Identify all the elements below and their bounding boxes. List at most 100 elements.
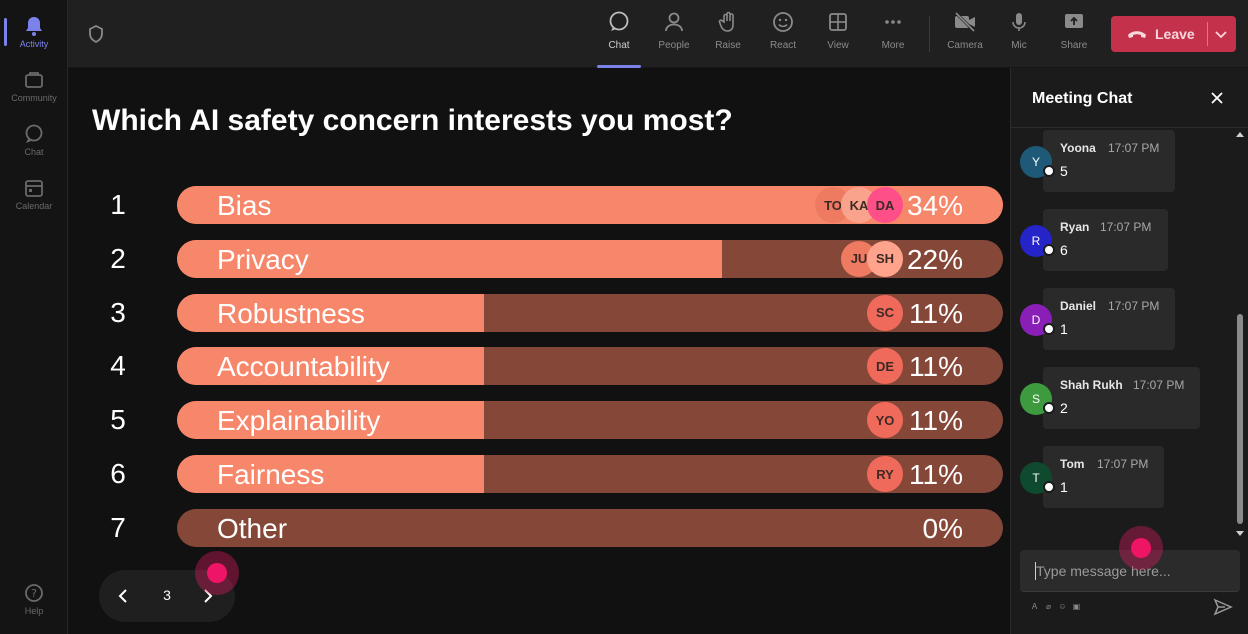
more-icon [881, 10, 905, 34]
poll-option-row: 4 Accountability DE 11% [68, 347, 1010, 386]
toolbar-more-button[interactable]: More [869, 10, 917, 60]
presence-status-icon [1043, 481, 1055, 493]
voter-avatars: SC [177, 294, 1003, 331]
rail-item-community[interactable]: Community [0, 62, 68, 110]
svg-text:?: ? [31, 587, 37, 600]
people-icon [662, 10, 686, 34]
poll-option-row: 5 Explainability YO 11% [68, 401, 1010, 440]
avatar[interactable]: Y [1020, 146, 1052, 178]
meeting-toolbar: Chat People Raise React View [68, 0, 1248, 68]
toolbar-chat-label: Chat [608, 40, 630, 51]
leave-label: Leave [1155, 26, 1195, 42]
chevron-left-icon[interactable] [111, 584, 135, 608]
voter-avatar: DE [867, 348, 903, 385]
emoji-icon[interactable]: ☺ [1058, 602, 1067, 611]
scroll-down-icon[interactable] [1236, 531, 1244, 536]
chevron-down-icon[interactable] [1213, 26, 1229, 42]
message-text: 1 [1060, 479, 1068, 495]
poll-option-label: Accountability [217, 351, 390, 383]
rail-item-calendar[interactable]: Calendar [0, 170, 68, 218]
grid-icon [826, 10, 850, 34]
smile-icon [771, 10, 795, 34]
text-caret [1035, 562, 1036, 580]
sender-name: Shah Rukh [1060, 378, 1123, 392]
chat-message: Daniel 17:07 PM 1 D [1011, 288, 1233, 350]
gif-icon[interactable]: ▣ [1072, 602, 1081, 611]
scroll-up-icon[interactable] [1236, 132, 1244, 137]
poll-option-bar: Fairness RY 11% [177, 455, 1003, 493]
chat-scrollbar[interactable] [1233, 128, 1247, 542]
toolbar-people-button[interactable]: People [650, 10, 698, 60]
hand-icon [716, 10, 740, 34]
chat-message: Tom 17:07 PM 1 T [1011, 446, 1233, 508]
message-bubble: Shah Rukh 17:07 PM 2 [1043, 367, 1200, 429]
page-number: 3 [163, 587, 171, 603]
message-text: 6 [1060, 242, 1068, 258]
sender-name: Tom [1060, 457, 1085, 471]
close-icon[interactable] [1207, 88, 1227, 108]
message-time: 17:07 PM [1097, 457, 1149, 471]
message-time: 17:07 PM [1108, 141, 1160, 155]
poll-option-number: 6 [110, 458, 126, 489]
scroll-thumb[interactable] [1237, 314, 1243, 524]
bell-icon [23, 15, 45, 37]
poll-option-number: 5 [110, 404, 126, 436]
poll-option-label: Explainability [217, 405, 381, 437]
rail-item-activity[interactable]: Activity [0, 8, 68, 56]
message-bubble: Yoona 17:07 PM 5 [1043, 130, 1175, 192]
toolbar-camera-label: Camera [947, 40, 983, 51]
toolbar-chat-button[interactable]: Chat [595, 10, 643, 68]
help-icon: ? [23, 582, 45, 604]
rail-item-chat[interactable]: Chat [0, 116, 68, 164]
send-icon[interactable] [1213, 598, 1235, 618]
poll-option-number: 2 [110, 242, 126, 274]
poll-stage: Which AI safety concern interests you mo… [68, 68, 1010, 634]
poll-option-percent: 11% [909, 459, 963, 490]
poll-option-fill [177, 347, 484, 386]
poll-option-number: 7 [110, 511, 126, 543]
leave-button[interactable]: Leave [1111, 16, 1236, 52]
voter-avatar: SH [867, 240, 903, 277]
format-icon[interactable]: A [1031, 602, 1038, 611]
toolbar-react-button[interactable]: React [759, 10, 807, 60]
message-bubble: Ryan 17:07 PM 6 [1043, 209, 1168, 271]
shield-icon[interactable] [86, 24, 106, 44]
message-text: 1 [1060, 321, 1068, 337]
poll-option-percent: 22% [906, 243, 963, 275]
presence-status-icon [1043, 244, 1055, 256]
rail-item-help[interactable]: ? Help [0, 575, 68, 623]
toolbar-share-label: Share [1060, 40, 1088, 51]
poll-option-label: Bias [217, 190, 272, 221]
rail-item-label: Calendar [15, 201, 53, 211]
rail-item-label: Community [11, 93, 57, 103]
poll-option-row: 1 Bias TO KA DA 34% [68, 186, 1010, 224]
toolbar-view-button[interactable]: View [814, 10, 862, 60]
sender-name: Ryan [1060, 220, 1090, 234]
phone-hangup-icon [1127, 28, 1147, 40]
toolbar-share-button[interactable]: Share [1050, 10, 1098, 60]
poll-option-row: 2 Privacy JU SH 22% [68, 239, 1010, 278]
compose-tools: A ⌀ ☺ ▣ [1030, 602, 1081, 614]
presence-status-icon [1043, 402, 1055, 414]
camera-off-icon [953, 10, 977, 34]
poll-option-fill [177, 401, 484, 440]
toolbar-raise-button[interactable]: Raise [704, 10, 752, 60]
poll-option-fill [177, 293, 484, 332]
chat-header: Meeting Chat [1011, 68, 1248, 128]
poll-option-row: 6 Fairness RY 11% [68, 455, 1010, 493]
sender-name: Yoona [1060, 141, 1096, 155]
poll-option-percent: 11% [909, 405, 963, 437]
mic-icon [1007, 10, 1031, 34]
sender-name: Daniel [1060, 299, 1097, 313]
toolbar-camera-button[interactable]: Camera [941, 10, 989, 60]
message-bubble: Daniel 17:07 PM 1 [1043, 288, 1175, 350]
poll-option-bar: Bias TO KA DA 34% [177, 186, 1003, 224]
toolbar-people-label: People [658, 40, 690, 51]
toolbar-react-label: React [769, 40, 797, 51]
toolbar-mic-button[interactable]: Mic [995, 10, 1043, 60]
pointer-indicator [195, 551, 239, 595]
chat-icon [23, 123, 45, 145]
community-icon [23, 69, 45, 91]
calendar-icon [23, 177, 45, 199]
attach-icon[interactable]: ⌀ [1046, 602, 1051, 611]
